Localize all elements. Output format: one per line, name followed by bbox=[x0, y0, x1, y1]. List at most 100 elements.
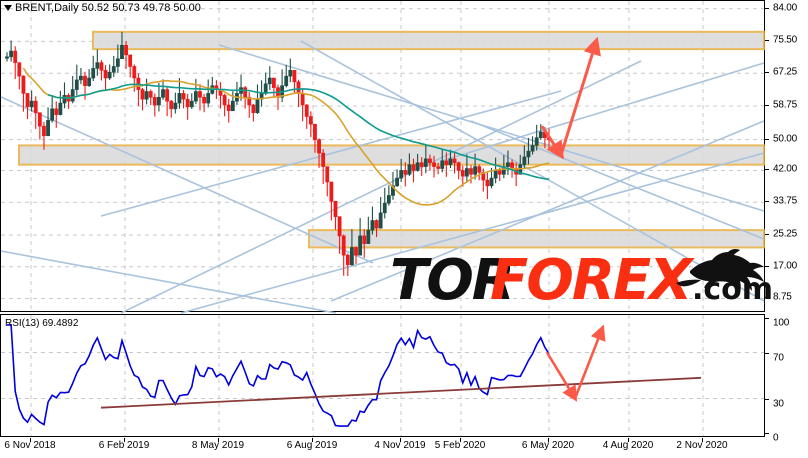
candle-body bbox=[337, 216, 342, 237]
candle-body bbox=[366, 229, 371, 244]
triangle-down-icon[interactable] bbox=[4, 5, 12, 12]
candle-body bbox=[452, 158, 457, 164]
candle-body bbox=[378, 212, 383, 229]
candle-body bbox=[115, 58, 120, 67]
price-axis-tick bbox=[765, 138, 769, 140]
candle-body bbox=[128, 54, 133, 67]
price-axis-label: 17.00 bbox=[773, 260, 798, 272]
rsi-axis-label: 30 bbox=[773, 398, 784, 409]
rsi-chart-canvas bbox=[1, 315, 764, 436]
rsi-forecast-arrow-up bbox=[573, 324, 606, 399]
candle-body bbox=[161, 89, 165, 98]
candle-body bbox=[144, 91, 149, 100]
candle-body bbox=[345, 254, 350, 266]
rsi-axis[interactable]: 100 70 30 0 bbox=[765, 314, 808, 444]
rsi-axis-tick bbox=[765, 398, 769, 400]
candle-body bbox=[132, 66, 137, 79]
candle-body bbox=[206, 93, 211, 104]
price-axis-label: 84.00 bbox=[773, 2, 798, 14]
rsi-indicator-panel[interactable]: RSI(13) 69.4892 bbox=[0, 314, 765, 437]
price-axis-label: 67.25 bbox=[773, 66, 798, 78]
candle-body bbox=[198, 91, 202, 98]
rsi-forecast-arrow-down bbox=[545, 351, 578, 402]
candle-body bbox=[13, 50, 18, 63]
candle-body bbox=[473, 166, 477, 175]
candle-body bbox=[538, 131, 543, 139]
rsi-line bbox=[7, 324, 550, 427]
candle-body bbox=[374, 220, 379, 229]
price-axis[interactable]: 84.00 75.50 67.25 58.75 50.00 42.00 33.75 25.25… bbox=[765, 0, 808, 312]
candle-body bbox=[386, 195, 391, 204]
price-axis-label: 42.00 bbox=[773, 163, 798, 175]
candle-body bbox=[391, 185, 395, 196]
candle-body bbox=[382, 202, 387, 214]
price-chart-panel[interactable] bbox=[0, 0, 765, 314]
candle-body bbox=[62, 95, 67, 104]
candle-body bbox=[440, 160, 445, 169]
candle-body bbox=[522, 156, 527, 165]
candle-body bbox=[489, 177, 494, 187]
candle-body bbox=[70, 89, 75, 102]
candle-body bbox=[185, 98, 190, 108]
moving-average-fast bbox=[47, 83, 550, 181]
candle-body bbox=[370, 220, 375, 231]
candle-body bbox=[37, 112, 42, 127]
price-axis-tick bbox=[765, 201, 769, 203]
rsi-axis-tick bbox=[765, 433, 769, 434]
price-axis-label: 50.00 bbox=[773, 133, 798, 145]
candle-body bbox=[91, 68, 96, 79]
support-zone-lower bbox=[308, 229, 765, 249]
price-chart-canvas bbox=[0, 1, 765, 314]
candle-body bbox=[169, 100, 174, 110]
candle-body bbox=[50, 108, 55, 121]
candle-body bbox=[99, 62, 104, 71]
candle-body bbox=[230, 100, 235, 112]
candle-body bbox=[124, 44, 128, 56]
rsi-label: RSI(13) 69.4892 bbox=[5, 318, 79, 329]
time-axis[interactable]: 6 Nov 2018 6 Feb 2019 8 May 2019 6 Aug 2019… bbox=[0, 438, 765, 458]
trendline bbox=[440, 62, 765, 162]
trendline bbox=[218, 44, 765, 212]
candle-body bbox=[321, 152, 326, 167]
candle-body bbox=[5, 56, 9, 59]
support-resistance-zone-mid bbox=[18, 144, 765, 166]
candle-body bbox=[251, 104, 256, 113]
candle-body bbox=[493, 170, 498, 179]
candle-body bbox=[399, 170, 404, 179]
candle-body bbox=[296, 81, 301, 94]
candle-body bbox=[469, 168, 473, 175]
forecast-arrow-down bbox=[540, 125, 564, 160]
candle-body bbox=[436, 166, 441, 169]
trendline bbox=[100, 90, 562, 217]
time-axis-label: 6 Nov 2018 bbox=[4, 440, 56, 451]
candle-body bbox=[202, 96, 206, 104]
candle-body bbox=[21, 75, 26, 94]
price-axis-tick bbox=[765, 169, 769, 171]
price-axis-tick bbox=[765, 233, 769, 235]
candle-body bbox=[350, 247, 354, 266]
rsi-axis-label: 70 bbox=[773, 352, 784, 363]
candle-body bbox=[157, 96, 161, 106]
time-axis-label: 2 Nov 2020 bbox=[676, 440, 728, 451]
candle-body bbox=[407, 164, 412, 175]
price-axis-label: 75.50 bbox=[773, 34, 798, 46]
candle-body bbox=[284, 75, 289, 87]
candle-body bbox=[17, 62, 22, 77]
candle-body bbox=[325, 166, 330, 183]
candle-body bbox=[140, 89, 145, 100]
time-axis-label: 8 May 2019 bbox=[191, 440, 245, 451]
trendline bbox=[0, 250, 337, 314]
candle-body bbox=[300, 93, 305, 106]
trendline bbox=[470, 120, 765, 240]
trendline bbox=[120, 60, 642, 314]
time-axis-tick bbox=[628, 438, 629, 442]
candle-body bbox=[87, 77, 92, 87]
candle-body bbox=[460, 170, 465, 177]
resistance-zone-upper bbox=[92, 30, 765, 51]
candle-body bbox=[313, 123, 317, 140]
candle-body bbox=[255, 98, 260, 113]
candle-body bbox=[107, 71, 112, 79]
candle-body bbox=[267, 77, 272, 85]
candle-body bbox=[358, 235, 363, 256]
candle-body bbox=[148, 91, 153, 98]
